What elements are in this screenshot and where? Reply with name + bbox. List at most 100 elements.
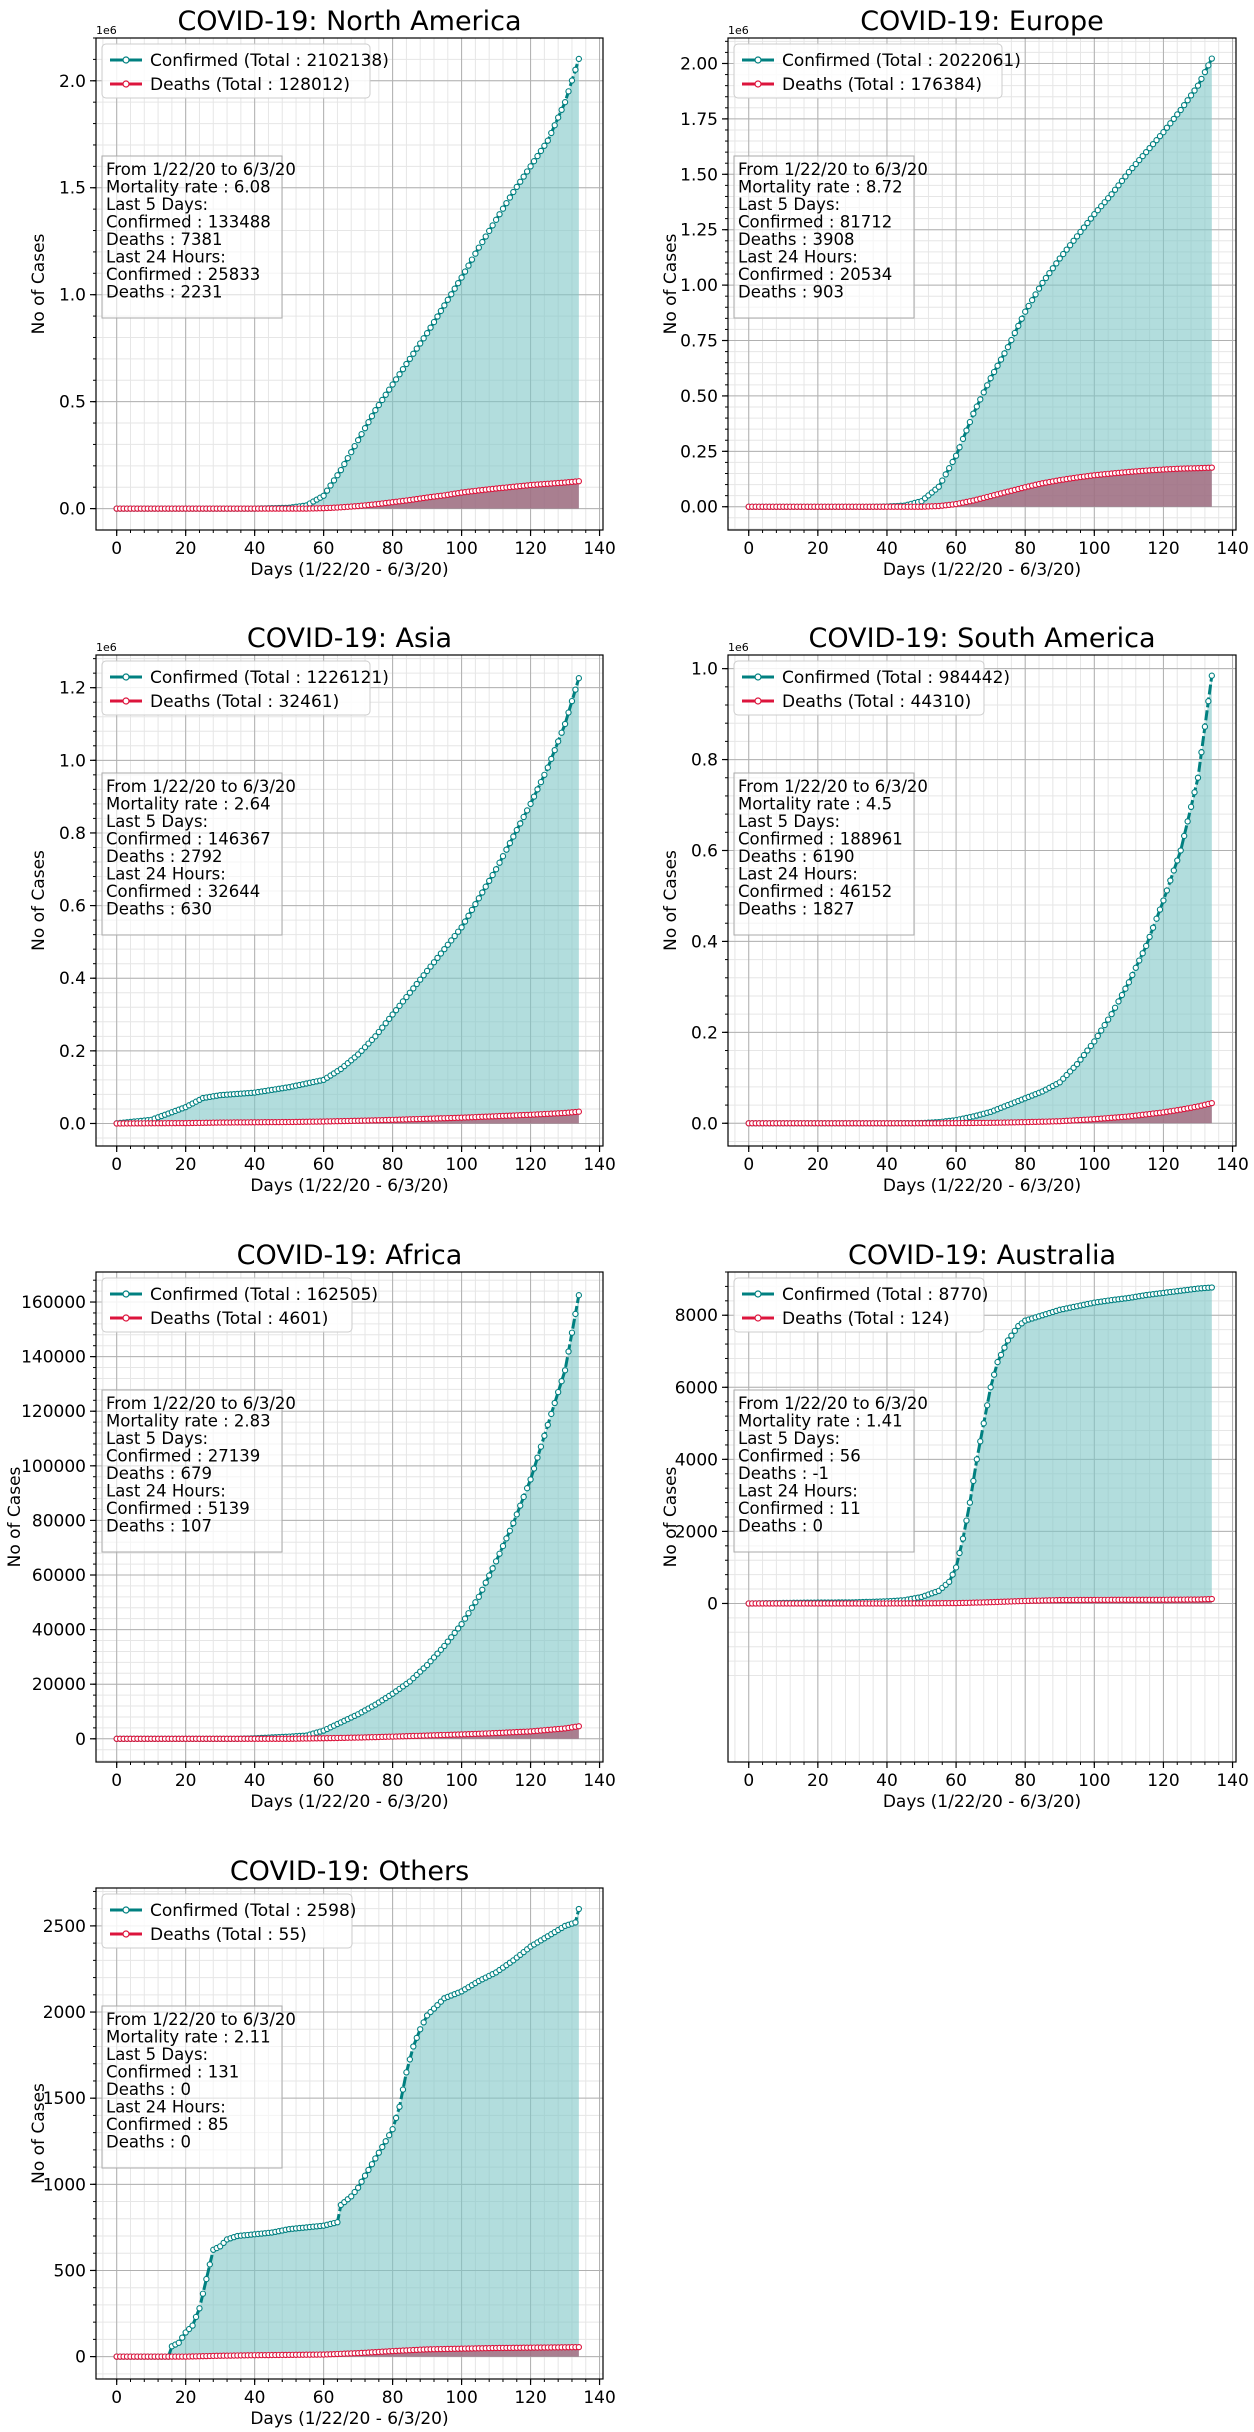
deaths-markers xyxy=(113,1108,583,1127)
y-tick-label: 0.4 xyxy=(59,969,86,989)
confirmed-point xyxy=(565,1348,572,1355)
info-line: Confirmed : 146367 xyxy=(106,830,271,849)
confirmed-point xyxy=(1160,129,1167,136)
confirmed-point xyxy=(527,163,534,170)
chart-panel: COVID-19: Others 0 20 40 60 80 100 120 140 0 500 10… xyxy=(29,1856,616,2429)
confirmed-point xyxy=(354,1051,362,1058)
confirmed-point xyxy=(966,418,974,426)
confirmed-point xyxy=(203,2275,210,2283)
x-tick-label: 20 xyxy=(175,1771,197,1791)
x-tick-label: 100 xyxy=(1078,1771,1110,1791)
confirmed-point xyxy=(575,1905,583,1913)
legend: Confirmed (Total : 1226121) Deaths (Total… xyxy=(101,660,389,716)
confirmed-point xyxy=(1167,120,1174,127)
x-tick-label: 0 xyxy=(111,1771,122,1791)
confirmed-point xyxy=(479,238,486,246)
confirmed-point xyxy=(990,368,998,376)
confirmed-point xyxy=(541,771,548,778)
confirmed-point xyxy=(1032,291,1039,298)
confirmed-markers xyxy=(113,1905,583,2360)
info-line: Deaths : 0 xyxy=(106,2133,191,2152)
x-tick-label: 60 xyxy=(313,2388,335,2408)
confirmed-point xyxy=(451,932,458,940)
confirmed-point xyxy=(1035,285,1043,292)
confirmed-point xyxy=(1101,1021,1108,1029)
info-line: Deaths : 7381 xyxy=(106,230,223,249)
info-line: Deaths : 0 xyxy=(106,2080,191,2099)
y-tick-label: 0 xyxy=(75,2348,86,2368)
confirmed-point xyxy=(1066,1068,1074,1075)
confirmed-point xyxy=(963,1517,970,1524)
y-tick-label: 0 xyxy=(707,1594,718,1614)
y-tick-label: 0.4 xyxy=(691,932,718,952)
confirmed-point xyxy=(1094,207,1101,214)
confirmed-point xyxy=(1191,789,1198,796)
info-line: Deaths : 6190 xyxy=(738,847,855,866)
confirmed-point xyxy=(1104,1016,1112,1023)
confirmed-point xyxy=(403,993,410,1001)
confirmed-point xyxy=(520,173,527,180)
confirmed-point xyxy=(1056,1079,1063,1086)
confirmed-point xyxy=(1091,211,1098,218)
confirmed-point xyxy=(192,2313,200,2321)
y-axis-label: No of Cases xyxy=(29,850,49,951)
confirmed-point xyxy=(175,2339,182,2346)
legend-entry-deaths: Deaths (Total : 44310) xyxy=(782,692,971,712)
x-axis-label: Days (1/22/20 - 6/3/20) xyxy=(883,560,1081,580)
confirmed-point xyxy=(994,362,1001,369)
y-tick-label: 20000 xyxy=(32,1675,86,1695)
x-tick-label: 40 xyxy=(244,1155,266,1175)
axes-frame xyxy=(727,37,1237,531)
confirmed-point xyxy=(551,747,558,754)
confirmed-point xyxy=(406,2056,414,2063)
confirmed-point xyxy=(492,866,500,873)
confirmed-point xyxy=(461,1615,469,1622)
chart-title: COVID-19: Australia xyxy=(848,1240,1116,1271)
confirmed-point xyxy=(410,350,417,357)
confirmed-point xyxy=(973,403,980,410)
confirmed-area xyxy=(116,1909,579,2357)
confirmed-point xyxy=(486,877,493,885)
confirmed-point xyxy=(984,1402,991,1409)
confirmed-point xyxy=(1094,1032,1101,1040)
x-tick-label: 20 xyxy=(807,1771,829,1791)
confirmed-point xyxy=(1122,173,1129,180)
confirmed-point xyxy=(341,460,348,468)
confirmed-point xyxy=(444,1638,451,1645)
confirmed-point xyxy=(358,1047,365,1054)
deaths-area xyxy=(748,1103,1212,1124)
confirmed-point xyxy=(1011,329,1018,337)
x-tick-label: 80 xyxy=(382,539,404,559)
confirmed-point xyxy=(1146,933,1153,941)
confirmed-point xyxy=(417,976,424,983)
confirmed-point xyxy=(935,483,942,490)
confirmed-point xyxy=(472,250,479,257)
confirmed-point xyxy=(1039,279,1046,287)
y-tick-label: 0.0 xyxy=(59,1114,86,1134)
deaths-point xyxy=(575,1108,583,1115)
confirmed-point xyxy=(1046,269,1053,277)
axis-offset-text: 1e6 xyxy=(96,641,117,654)
confirmed-point xyxy=(1136,156,1143,164)
confirmed-point xyxy=(1056,255,1063,262)
info-line: From 1/22/20 to 6/3/20 xyxy=(738,1394,928,1413)
y-tick-label: 0.8 xyxy=(691,751,718,771)
confirmed-point xyxy=(527,1476,534,1483)
confirmed-point xyxy=(468,906,476,914)
confirmed-point xyxy=(1025,302,1032,310)
confirmed-point xyxy=(565,88,572,95)
confirmed-point xyxy=(1143,148,1150,156)
confirmed-point xyxy=(980,389,987,396)
confirmed-point xyxy=(334,472,341,479)
info-line: Last 24 Hours: xyxy=(106,248,226,267)
confirmed-point xyxy=(1201,68,1209,76)
confirmed-point xyxy=(977,396,984,403)
confirmed-point xyxy=(403,2069,410,2076)
confirmed-point xyxy=(1018,315,1025,322)
info-line: Confirmed : 133488 xyxy=(106,213,271,232)
info-line: Mortality rate : 2.11 xyxy=(106,2028,271,2047)
x-tick-label: 120 xyxy=(514,539,546,559)
info-line: Last 24 Hours: xyxy=(738,1482,858,1501)
